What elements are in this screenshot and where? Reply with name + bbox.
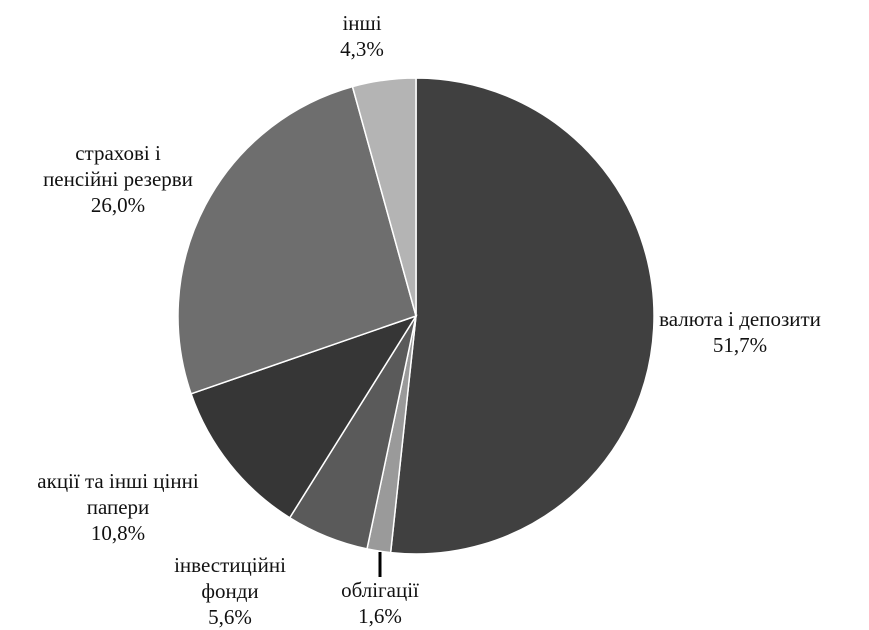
slice-label-0: валюта і депозити 51,7% (659, 307, 821, 357)
slice-name-line-2-1: фонди (201, 579, 258, 603)
slice-name-line-5-0: інші (342, 11, 381, 35)
pie-slice-5 (351, 77, 417, 317)
slice-name-line-4-0: страхові і (75, 141, 161, 165)
slice-percent-1: 1,6% (358, 604, 402, 628)
pie-slice-0 (389, 77, 655, 555)
slice-percent-2: 5,6% (208, 605, 252, 629)
slice-label-3: акції та інші цінні папери 10,8% (37, 469, 199, 545)
pie-slice-3 (190, 314, 418, 519)
pie-slices (177, 77, 655, 555)
slice-name-line-0-0: валюта і депозити (659, 307, 821, 331)
slice-label-1: облігації 1,6% (341, 578, 419, 628)
slice-label-2: інвестиційні фонди 5,6% (174, 553, 286, 629)
slice-name-line-4-1: пенсійні резерви (43, 167, 193, 191)
slice-label-5: інші 4,3% (340, 11, 384, 61)
slice-name-line-3-1: папери (87, 495, 150, 519)
slice-percent-5: 4,3% (340, 37, 384, 61)
slice-percent-3: 10,8% (91, 521, 145, 545)
slice-name-line-2-0: інвестиційні (174, 553, 286, 577)
slice-label-4: страхові і пенсійні резерви 26,0% (43, 141, 193, 217)
pie-slice-4 (177, 85, 417, 395)
slice-labels: валюта і депозити 51,7% облігації 1,6% інвес… (37, 11, 821, 629)
slice-name-line-1-0: облігації (341, 578, 419, 602)
slice-name-line-3-0: акції та інші цінні (37, 469, 199, 493)
slice-percent-4: 26,0% (91, 193, 145, 217)
slice-percent-0: 51,7% (713, 333, 767, 357)
